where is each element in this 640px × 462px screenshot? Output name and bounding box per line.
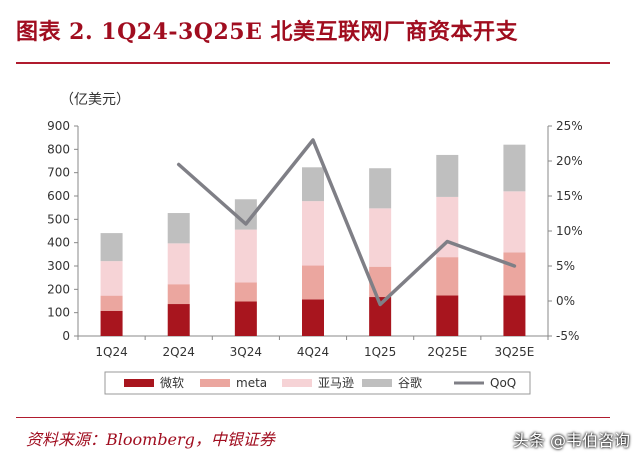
y-tick-label: 100 xyxy=(47,306,70,320)
qoq-line xyxy=(176,138,517,307)
legend-box xyxy=(104,371,531,395)
bar-segment xyxy=(302,265,324,300)
legend-label: 亚马逊 xyxy=(318,376,354,390)
legend-swatch xyxy=(124,379,154,387)
y2-tick-label: 5% xyxy=(556,259,575,273)
bar-segment xyxy=(503,252,526,296)
bar-segment xyxy=(503,295,526,336)
source-note: 资料来源：Bloomberg，中银证券 xyxy=(26,430,275,449)
title-rule xyxy=(16,62,610,64)
bar-segment xyxy=(503,191,526,253)
bar-segment xyxy=(100,310,123,336)
y-tick-label: 500 xyxy=(47,212,70,226)
bar-segment xyxy=(436,154,459,197)
x-tick-label: 2Q25E xyxy=(427,345,467,359)
bar-segment xyxy=(100,233,123,262)
x-tick-label: 1Q25 xyxy=(364,345,396,359)
y-tick-label: 0 xyxy=(62,329,70,343)
legend-label: meta xyxy=(236,376,267,390)
legend-swatch xyxy=(200,379,230,387)
legend-label: 谷歌 xyxy=(398,375,422,390)
bar-segment xyxy=(100,295,123,311)
bar-segment xyxy=(167,213,190,244)
x-tick-label: 1Q24 xyxy=(95,345,127,359)
y-tick-label: 800 xyxy=(47,142,70,156)
legend: 微软 meta 亚马逊 谷歌 QoQ xyxy=(104,371,531,395)
watermark: 头条 @韦伯咨询 xyxy=(512,431,630,450)
legend-label: QoQ xyxy=(490,376,516,390)
x-tick-label: 2Q24 xyxy=(163,345,195,359)
chart-title: 图表 2. 1Q24-3Q25E 北美互联网厂商资本开支 xyxy=(16,19,519,45)
bar-segment xyxy=(167,284,190,305)
bar-segment xyxy=(234,229,257,283)
legend-label: 微软 xyxy=(160,376,184,390)
y-tick-label: 300 xyxy=(47,259,70,273)
legend-swatch xyxy=(282,379,312,387)
bar-segment xyxy=(302,299,324,336)
bar-segment xyxy=(302,201,324,266)
bottom-rule xyxy=(16,417,610,418)
bar-segment xyxy=(234,282,257,302)
bars xyxy=(100,144,526,336)
bar-segment xyxy=(302,167,324,202)
bar-segment xyxy=(369,297,392,336)
qoq-polyline xyxy=(176,138,517,307)
x-tick-label: 3Q25E xyxy=(494,345,534,359)
bar-segment xyxy=(503,144,526,192)
y-tick-label: 200 xyxy=(47,282,70,296)
y-tick-label: 400 xyxy=(47,236,70,250)
y2-tick-label: 20% xyxy=(556,154,583,168)
bar-segment xyxy=(436,295,459,336)
bar-segment xyxy=(234,199,257,230)
x-tick-label: 4Q24 xyxy=(297,345,329,359)
bar-segment xyxy=(436,257,459,296)
bar-segment xyxy=(369,168,392,209)
y-axis-unit: （亿美元） xyxy=(60,92,130,108)
y-tick-label: 600 xyxy=(47,189,70,203)
bar-segment xyxy=(234,301,257,336)
y-tick-label: 700 xyxy=(47,166,70,180)
y2-tick-label: 15% xyxy=(556,189,583,203)
y2-tick-label: 25% xyxy=(556,119,583,133)
bar-segment xyxy=(100,261,123,296)
x-tick-label: 3Q24 xyxy=(230,345,262,359)
y-tick-label: 900 xyxy=(47,119,70,133)
y2-tick-label: -5% xyxy=(556,329,579,343)
bar-segment xyxy=(167,304,190,336)
y2-tick-label: 10% xyxy=(556,224,583,238)
y2-tick-label: 0% xyxy=(556,294,575,308)
axes: 0 100 200 300 400 500 600 700 800 900 -5% 0% 5% 10% 15… xyxy=(47,119,583,359)
bar-segment xyxy=(167,243,190,285)
legend-swatch xyxy=(362,379,392,387)
bar-segment xyxy=(369,208,392,267)
